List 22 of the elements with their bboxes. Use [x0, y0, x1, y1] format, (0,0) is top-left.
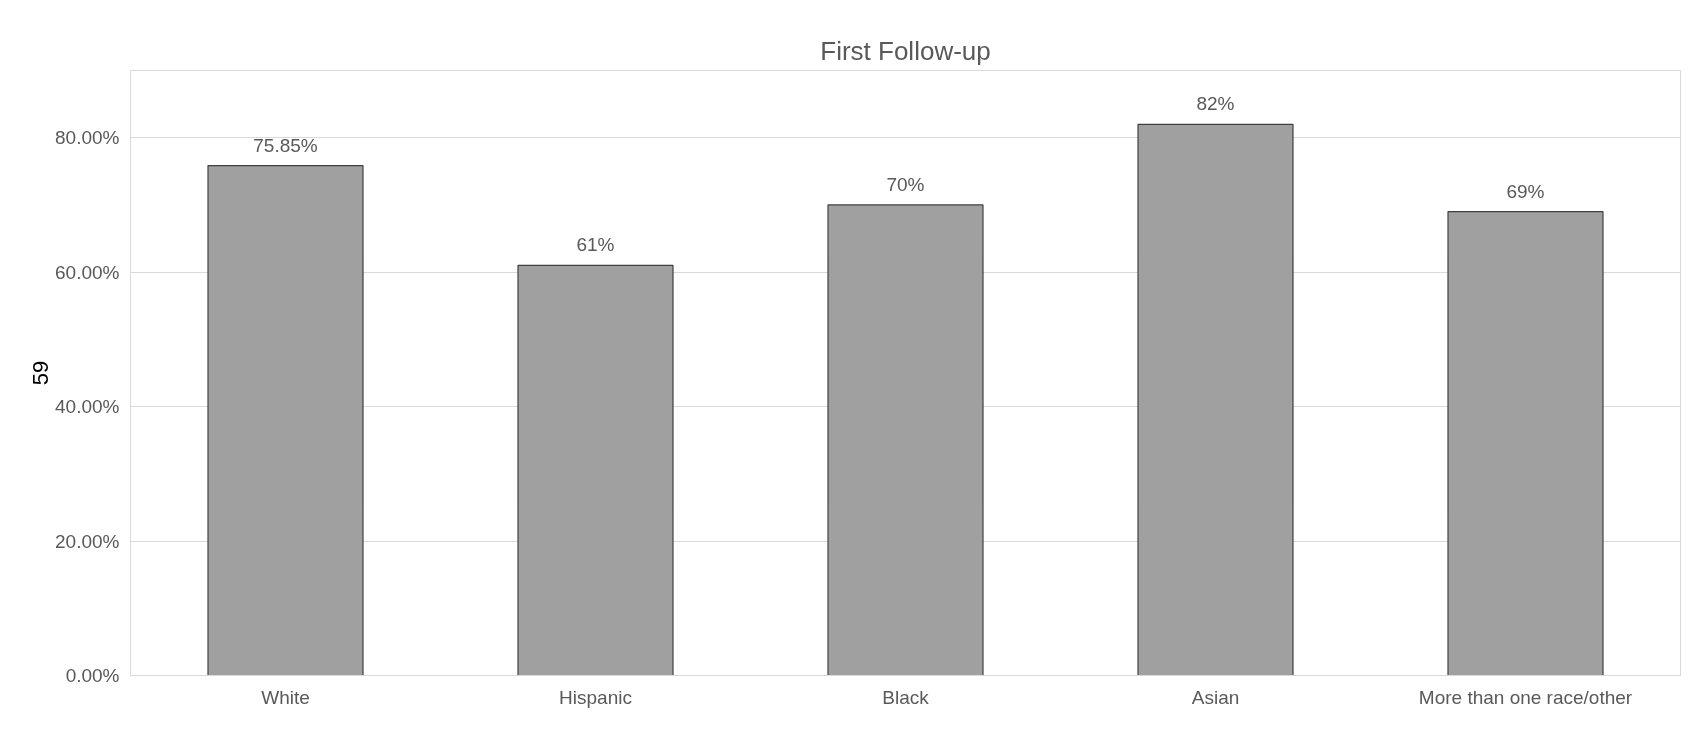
text: 59: [27, 360, 53, 386]
x-tick-label: Black: [882, 686, 930, 708]
y-tick-label: 40.00%: [55, 396, 120, 418]
x-tick-label: Hispanic: [559, 686, 632, 708]
y-tick-label: 60.00%: [55, 261, 120, 283]
x-tick-label: More than one race/other: [1418, 686, 1633, 708]
y-tick-label: 80.00%: [55, 127, 120, 149]
bar: [827, 204, 984, 676]
bar: [517, 264, 674, 676]
data-label: 70%: [886, 173, 925, 195]
y-tick-label: 0.00%: [65, 665, 120, 686]
x-tick-label: White: [261, 686, 310, 708]
bar: [1137, 123, 1294, 676]
data-label: 61%: [576, 234, 615, 256]
bar: [1447, 211, 1604, 676]
y-tick-label: 20.00%: [55, 530, 120, 552]
chart-title: First Follow-up: [820, 35, 991, 66]
data-label: 82%: [1196, 93, 1235, 115]
bar: [207, 165, 364, 676]
data-label: 75.85%: [253, 134, 318, 156]
x-tick-label: Asian: [1191, 686, 1240, 708]
data-label: 69%: [1506, 180, 1545, 202]
